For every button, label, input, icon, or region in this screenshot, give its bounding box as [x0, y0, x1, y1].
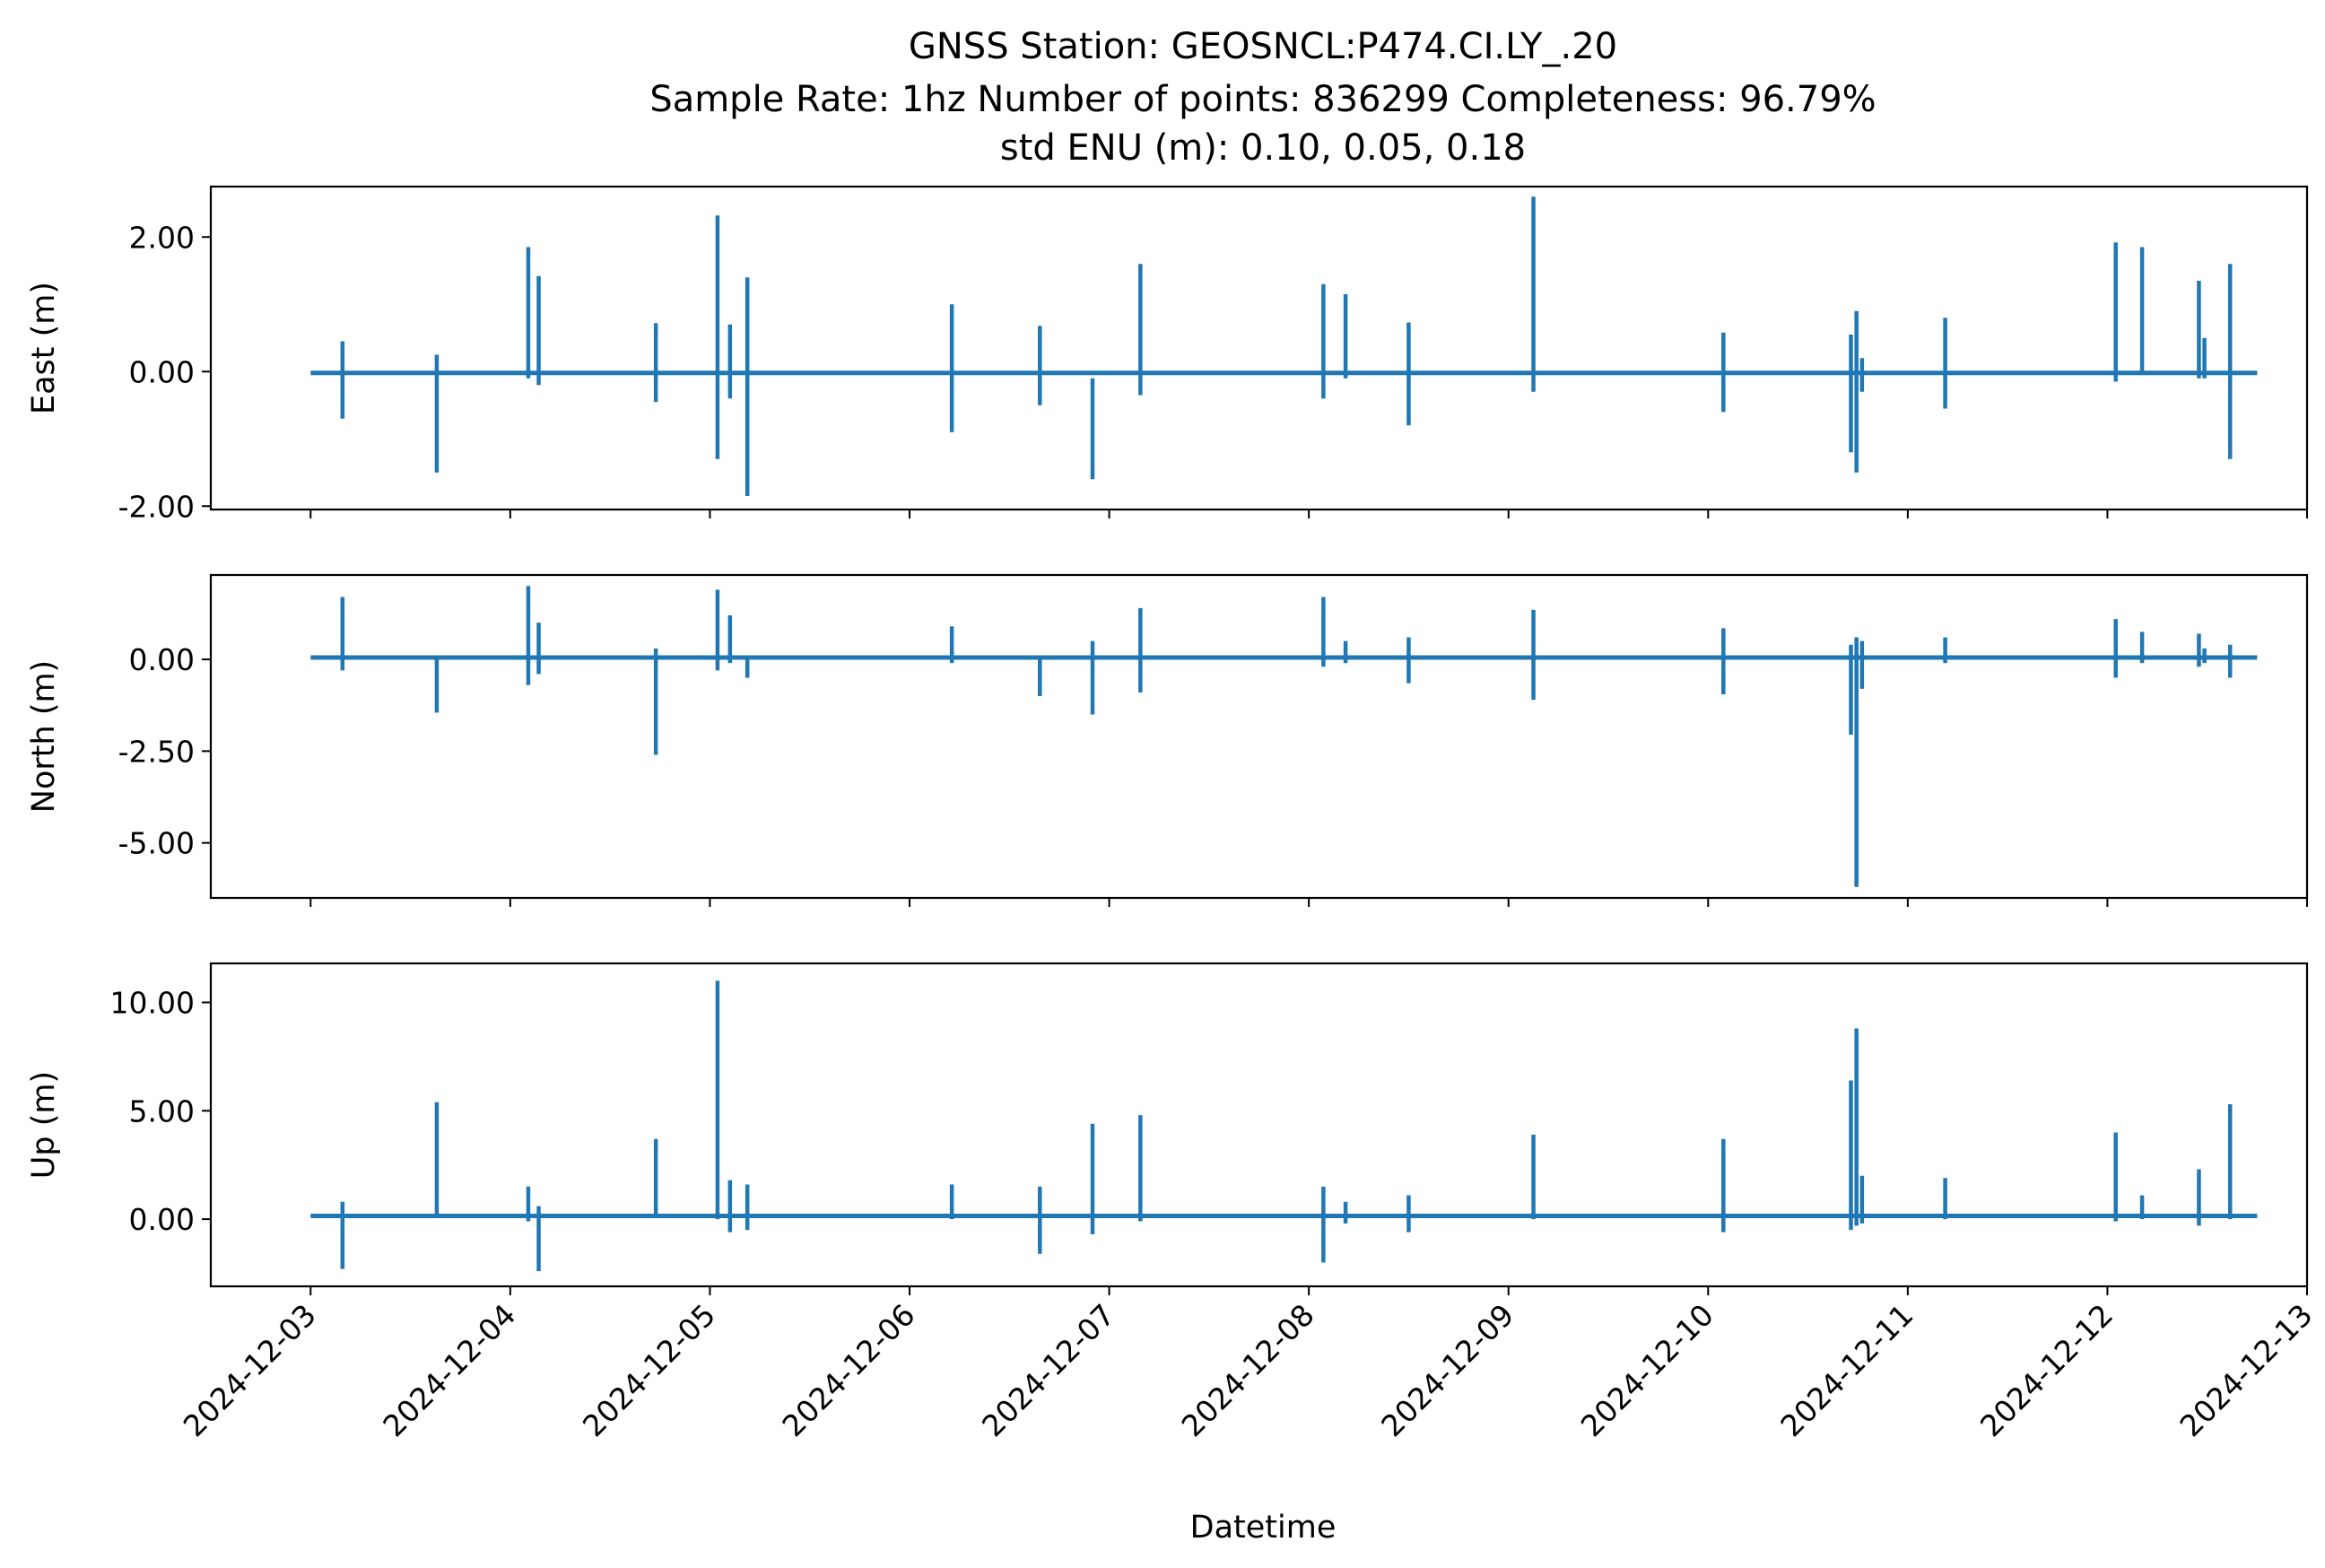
- panels: -2.00 0.00 2.00 East (m) -5.00 -2.50 0.00 North…: [26, 185, 2309, 1295]
- axes-frame: [209, 962, 2309, 1288]
- y-axis-label: East (m): [26, 282, 62, 414]
- title-line-2: Sample Rate: 1hz Number of points: 83629…: [649, 79, 1876, 120]
- panel-east: -2.00 0.00 2.00 East (m): [26, 185, 2309, 524]
- panel-up: 0.00 5.00 10.00 Up (m): [26, 962, 2309, 1295]
- x-axis-label: Datetime: [1190, 1510, 1337, 1546]
- y-tick-label: 0.00: [129, 642, 195, 677]
- y-tick-label: 2.00: [129, 220, 195, 255]
- title-line-3: std ENU (m): 0.10, 0.05, 0.18: [1000, 127, 1526, 169]
- series-north: [310, 586, 2258, 887]
- y-axis-label: North (m): [26, 660, 62, 813]
- y-axis-label: Up (m): [26, 1071, 62, 1179]
- axes-frame: [209, 573, 2309, 900]
- axes-frame: [209, 185, 2309, 511]
- y-tick-label: -5.00: [118, 826, 195, 861]
- panel-north: -5.00 -2.50 0.00 North (m): [26, 573, 2309, 907]
- series-up: [310, 980, 2258, 1272]
- y-tick-label: -2.50: [118, 734, 195, 769]
- y-tick-label: -2.00: [118, 489, 195, 524]
- series-east: [310, 196, 2258, 496]
- y-tick-label: 5.00: [129, 1093, 195, 1128]
- y-tick-label: 0.00: [129, 354, 195, 389]
- y-tick-label: 10.00: [110, 985, 195, 1020]
- y-tick-label: 0.00: [129, 1202, 195, 1237]
- title-line-1: GNSS Station: GEOSNCL:P474.CI.LY_.20: [909, 26, 1617, 67]
